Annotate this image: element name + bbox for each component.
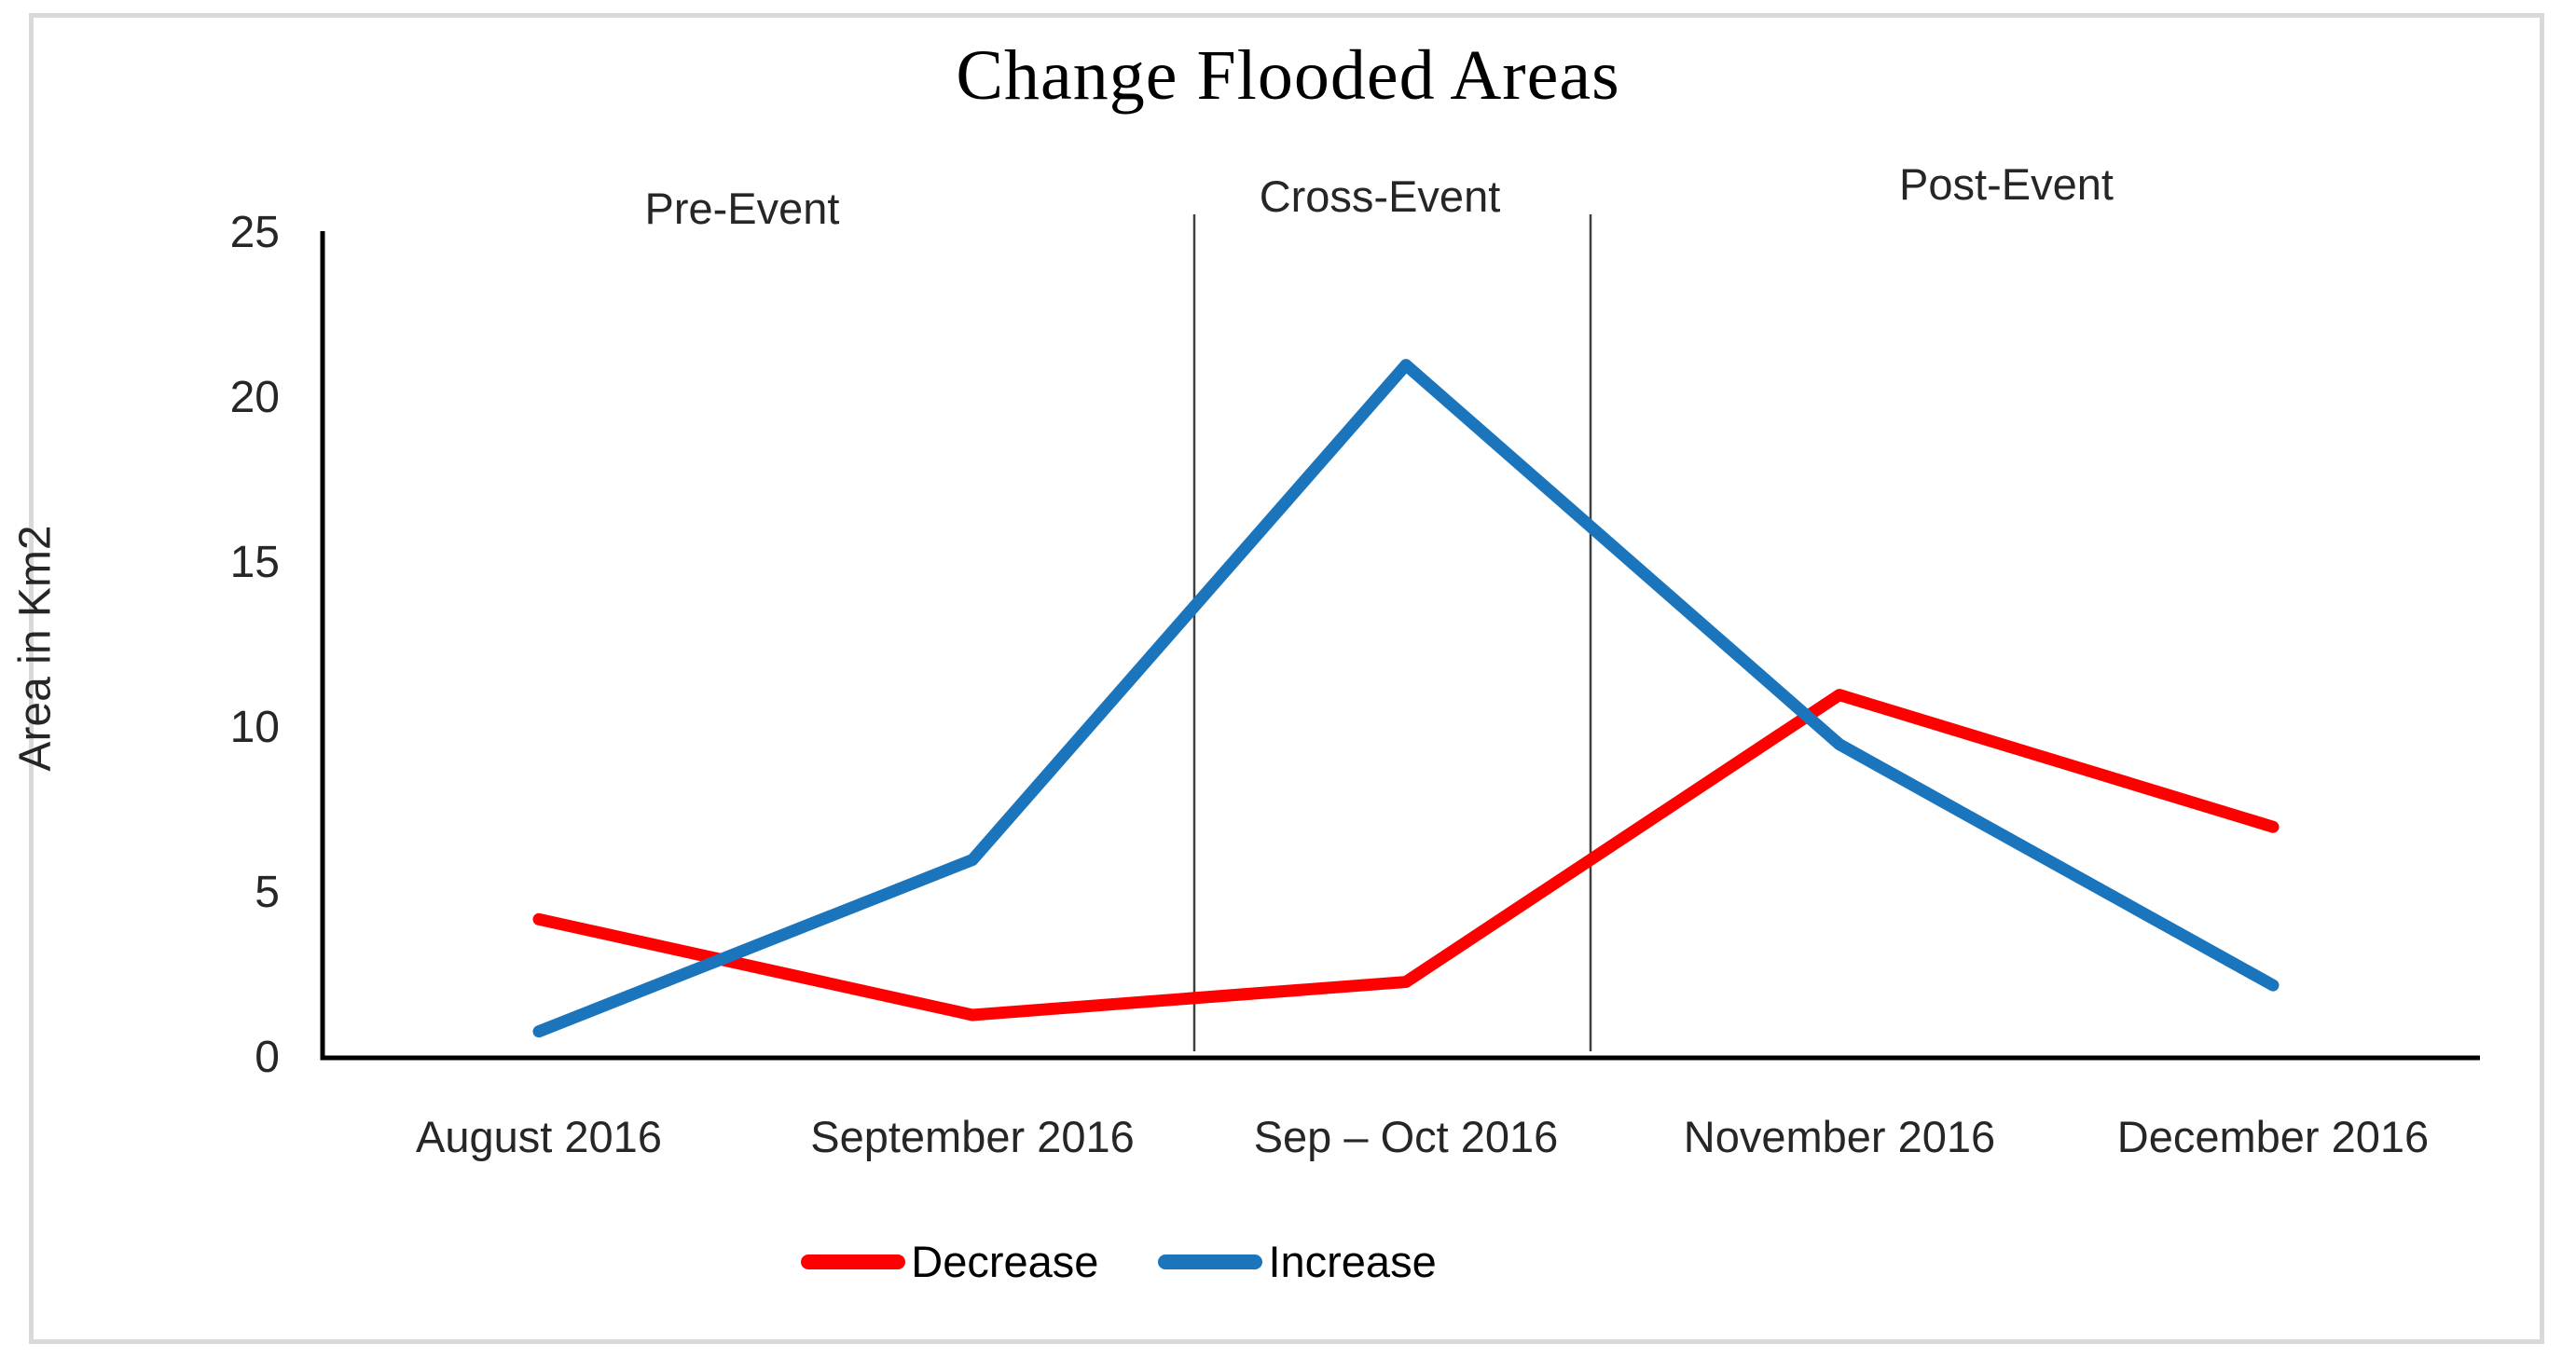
y-axis-title: Area in Km2 [10, 525, 61, 772]
increase-series-line [532, 359, 2280, 1038]
x-tick-label-3: Sep – Oct 2016 [1253, 1112, 1559, 1161]
y-tick-label-10: 10 [229, 703, 280, 752]
y-tick-label-25: 25 [229, 208, 280, 257]
annotation-post-event: Post-Event [1899, 159, 2114, 209]
y-tick-label-0: 0 [255, 1033, 280, 1082]
y-tick-label-15: 15 [229, 538, 280, 587]
increase-series-swatch [1158, 1254, 1263, 1269]
chart-title: Change Flooded Areas [956, 36, 1620, 115]
x-tick-label-1: August 2016 [416, 1112, 662, 1161]
legend-item-increase: Increase [1158, 1236, 1437, 1287]
decrease-series-line [532, 689, 2280, 1021]
chart-legend: Decrease Increase [653, 1236, 1585, 1287]
x-tick-label-4: November 2016 [1683, 1112, 1996, 1161]
legend-label-increase: Increase [1268, 1237, 1437, 1286]
legend-label-decrease: Decrease [911, 1237, 1099, 1286]
annotation-pre-event: Pre-Event [644, 184, 840, 233]
x-tick-label-2: September 2016 [810, 1112, 1135, 1161]
x-tick-label-5: December 2016 [2116, 1112, 2430, 1161]
annotation-cross-event: Cross-Event [1259, 171, 1501, 221]
legend-item-decrease: Decrease [801, 1236, 1098, 1287]
y-tick-label-5: 5 [255, 868, 280, 917]
y-tick-label-20: 20 [229, 373, 280, 422]
decrease-series-swatch [801, 1254, 906, 1269]
